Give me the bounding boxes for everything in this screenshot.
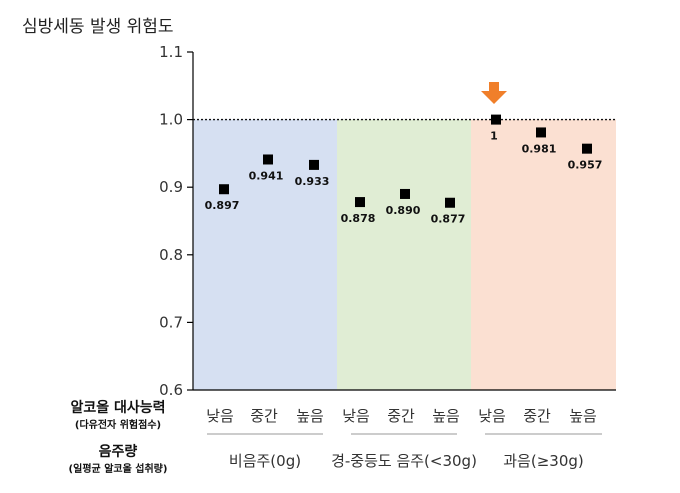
data-label: 0.981 — [522, 142, 557, 155]
data-point — [491, 114, 501, 125]
data-point — [355, 197, 365, 208]
data-label: 0.941 — [249, 169, 284, 182]
data-label: 0.897 — [205, 199, 240, 212]
row-label-drinking-sub: (일평균 알코올 섭취량) — [69, 462, 168, 475]
x-category-label: 중간 — [250, 407, 278, 425]
x-group-label: 비음주(0g) — [229, 452, 301, 470]
data-label: 1 — [490, 130, 498, 143]
data-label: 0.877 — [431, 213, 466, 226]
data-label: 0.957 — [568, 159, 603, 172]
row-label-metabolism-sub: (다유전자 위험점수) — [75, 418, 161, 431]
data-label: 0.878 — [341, 212, 376, 225]
x-group-label: 경-중등도 음주(<30g) — [331, 452, 477, 470]
group-panel-1 — [337, 119, 471, 390]
y-tick-label: 1.0 — [159, 111, 183, 129]
data-point — [219, 184, 229, 195]
x-category-label: 중간 — [387, 407, 415, 425]
data-label: 0.890 — [386, 204, 421, 217]
data-point — [582, 143, 592, 154]
data-point — [309, 159, 319, 170]
x-category-label: 높음 — [569, 407, 597, 425]
data-point — [263, 154, 273, 165]
y-tick-label: 1.1 — [159, 43, 183, 61]
data-point — [536, 127, 546, 138]
row-label-drinking: 음주량 — [99, 444, 138, 460]
x-category-label: 높음 — [432, 407, 460, 425]
data-label: 0.933 — [295, 175, 330, 188]
chart-title: 심방세동 발생 위험도 — [22, 17, 174, 37]
y-tick-label: 0.6 — [159, 381, 183, 399]
x-category-label: 높음 — [296, 407, 324, 425]
data-points: 0.897 0.941 0.933 0.878 0.890 0.877 1 0.981 0.95… — [205, 82, 603, 226]
x-category-label: 낮음 — [478, 407, 506, 425]
y-tick-label: 0.9 — [159, 178, 183, 196]
x-category-label: 중간 — [523, 407, 551, 425]
data-point — [400, 188, 410, 199]
y-tick-label: 0.8 — [159, 246, 183, 264]
x-group-label: 과음(≥30g) — [503, 452, 583, 470]
group-panels — [193, 119, 616, 390]
x-category-label: 낮음 — [342, 407, 370, 425]
row-label-metabolism: 알코올 대사능력 — [70, 399, 165, 416]
y-axis: 0.6 0.7 0.8 0.9 1.0 1.1 — [159, 43, 616, 399]
reference-arrow-icon — [481, 82, 507, 104]
x-category-label: 낮음 — [206, 407, 234, 425]
group-panel-2 — [471, 119, 616, 390]
y-tick-label: 0.7 — [159, 313, 183, 331]
data-point — [445, 197, 455, 208]
